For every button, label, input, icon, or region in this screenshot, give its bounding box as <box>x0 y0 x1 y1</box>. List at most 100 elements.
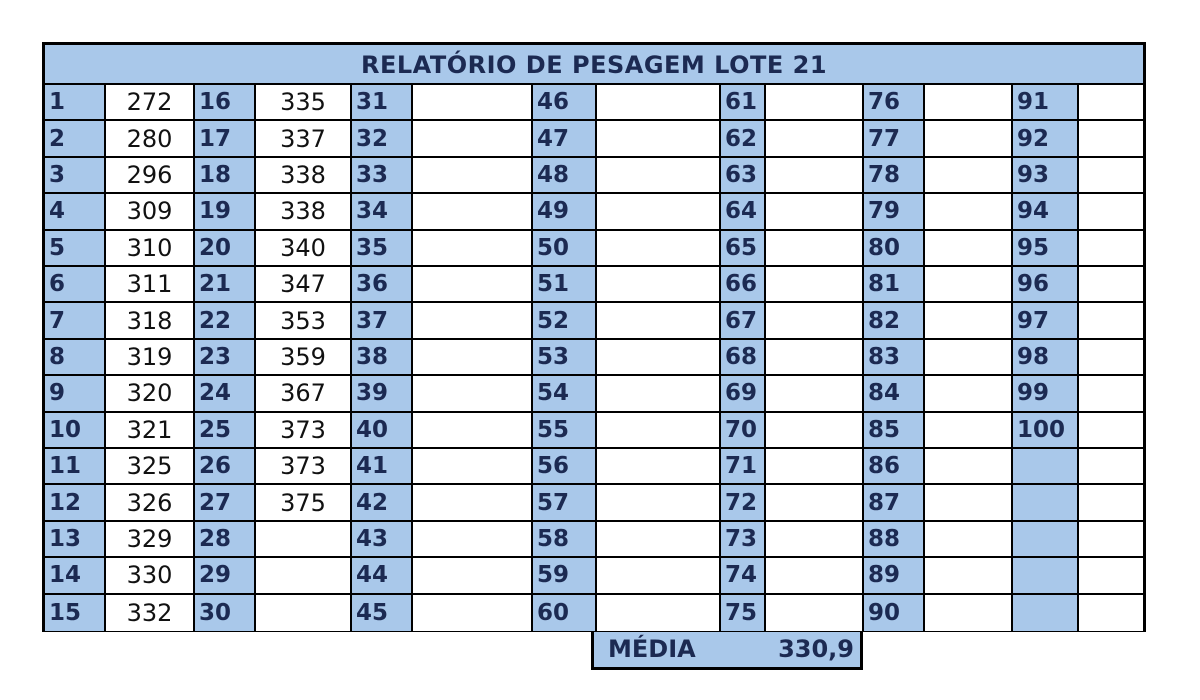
weight-cell: 337 <box>256 121 352 158</box>
weight-cell <box>766 121 864 158</box>
lot-number-cell: 70 <box>721 412 766 449</box>
lot-number-cell: 3 <box>45 157 106 195</box>
lot-number-cell: 98 <box>1013 339 1079 377</box>
lot-number-cell: 31 <box>352 85 413 122</box>
lot-number-cell: 44 <box>352 558 413 595</box>
lot-number-cell: 21 <box>195 267 256 304</box>
lot-number-cell: 85 <box>864 412 925 449</box>
lot-number-cell: 72 <box>721 485 766 522</box>
lot-number-cell: 83 <box>864 339 925 377</box>
weight-cell <box>256 558 352 595</box>
weight-cell <box>413 230 533 267</box>
lot-number-cell: 4 <box>45 194 106 231</box>
weight-cell <box>413 339 533 377</box>
weight-cell <box>766 376 864 413</box>
lot-number-cell: 13 <box>45 521 106 559</box>
lot-number-cell: 75 <box>721 594 766 631</box>
weight-cell <box>1079 485 1143 522</box>
weight-cell <box>597 376 721 413</box>
lot-number-cell: 10 <box>45 412 106 449</box>
lot-number-cell: 36 <box>352 267 413 304</box>
weight-cell <box>766 412 864 449</box>
weight-cell: 272 <box>106 85 195 122</box>
weight-cell <box>597 85 721 122</box>
weighing-table: 1 272 2 280 3 296 4 309 5 310 6 311 7 318 8 319 9 320 10 32… <box>45 85 1143 631</box>
lot-number-cell: 68 <box>721 339 766 377</box>
lot-number-cell: 26 <box>195 449 256 486</box>
weight-cell: 311 <box>106 267 195 304</box>
lot-number-cell: 63 <box>721 157 766 195</box>
weight-cell <box>925 412 1013 449</box>
weight-cell <box>925 594 1013 631</box>
lot-number-cell: 7 <box>45 303 106 340</box>
lot-number-cell: 11 <box>45 449 106 486</box>
lot-number-cell: 22 <box>195 303 256 340</box>
lot-number-cell: 49 <box>533 194 597 231</box>
weight-cell <box>766 303 864 340</box>
weight-cell <box>597 558 721 595</box>
lot-number-cell: 95 <box>1013 230 1079 267</box>
weight-cell <box>1079 521 1143 559</box>
weight-cell: 321 <box>106 412 195 449</box>
lot-number-cell: 77 <box>864 121 925 158</box>
weight-cell <box>597 303 721 340</box>
weight-cell <box>1079 594 1143 631</box>
lot-number-cell: 8 <box>45 339 106 377</box>
average-box: MÉDIA 330,9 <box>591 632 863 670</box>
lot-number-cell: 18 <box>195 157 256 195</box>
lot-number-cell: 94 <box>1013 194 1079 231</box>
weight-cell <box>413 594 533 631</box>
weight-cell <box>413 485 533 522</box>
lot-number-cell: 29 <box>195 558 256 595</box>
lot-number-cell: 66 <box>721 267 766 304</box>
weight-cell: 373 <box>256 449 352 486</box>
weight-cell: 335 <box>256 85 352 122</box>
weight-cell <box>1079 449 1143 486</box>
lot-number-cell: 64 <box>721 194 766 231</box>
weight-cell: 296 <box>106 157 195 195</box>
weight-cell: 319 <box>106 339 195 377</box>
weight-cell <box>925 194 1013 231</box>
lot-number-cell: 71 <box>721 449 766 486</box>
weight-cell <box>413 85 533 122</box>
lot-number-cell: 2 <box>45 121 106 158</box>
lot-number-cell: 9 <box>45 376 106 413</box>
weight-cell: 373 <box>256 412 352 449</box>
weight-cell <box>256 594 352 631</box>
lot-number-cell: 41 <box>352 449 413 486</box>
weight-cell <box>766 594 864 631</box>
weight-cell: 338 <box>256 194 352 231</box>
lot-number-cell: 20 <box>195 230 256 267</box>
lot-number-cell <box>1013 485 1079 522</box>
weight-cell <box>925 449 1013 486</box>
lot-number-cell: 87 <box>864 485 925 522</box>
lot-number-cell: 80 <box>864 230 925 267</box>
weight-cell: 280 <box>106 121 195 158</box>
lot-number-cell: 35 <box>352 230 413 267</box>
weight-cell <box>597 412 721 449</box>
weight-cell <box>1079 558 1143 595</box>
weight-cell <box>766 157 864 195</box>
lot-number-cell: 17 <box>195 121 256 158</box>
lot-number-cell: 50 <box>533 230 597 267</box>
lot-number-cell: 24 <box>195 376 256 413</box>
lot-number-cell: 67 <box>721 303 766 340</box>
weight-cell <box>597 267 721 304</box>
weight-cell <box>256 521 352 559</box>
weight-cell <box>597 339 721 377</box>
weight-cell <box>766 267 864 304</box>
weight-cell <box>766 558 864 595</box>
weight-cell: 359 <box>256 339 352 377</box>
lot-number-cell: 28 <box>195 521 256 559</box>
lot-number-cell: 6 <box>45 267 106 304</box>
lot-number-cell: 100 <box>1013 412 1079 449</box>
weight-cell <box>925 267 1013 304</box>
weight-cell <box>766 230 864 267</box>
lot-number-cell: 81 <box>864 267 925 304</box>
weight-cell: 340 <box>256 230 352 267</box>
lot-number-cell: 78 <box>864 157 925 195</box>
weight-cell: 326 <box>106 485 195 522</box>
lot-number-cell: 15 <box>45 594 106 631</box>
lot-number-cell: 32 <box>352 121 413 158</box>
weight-cell <box>766 85 864 122</box>
